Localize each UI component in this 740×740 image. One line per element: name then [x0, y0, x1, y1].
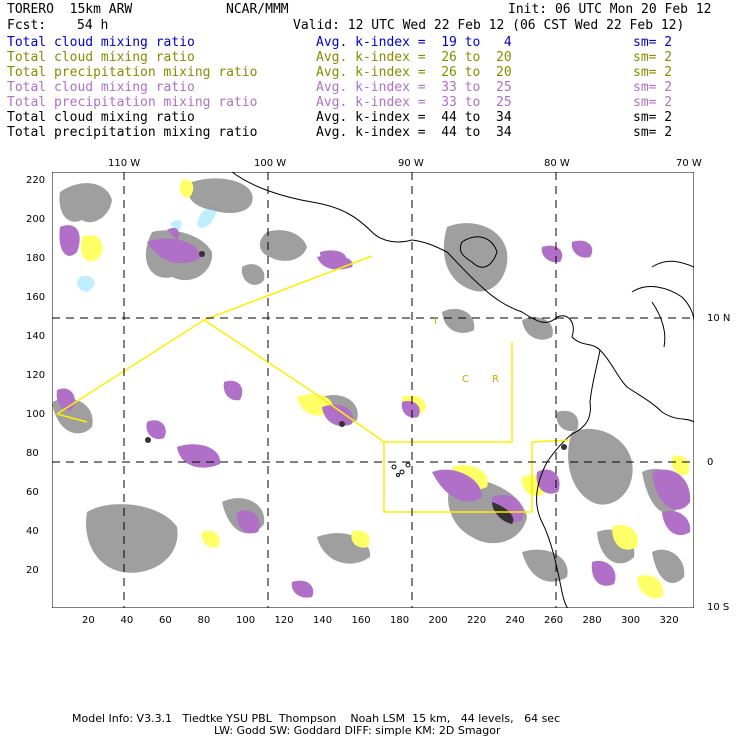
forecast-label: Fcst:: [7, 18, 47, 33]
forecast-hours: 54 h: [77, 18, 109, 33]
legend-kindex: Avg. k-index = 26 to 20: [316, 50, 512, 65]
dark-cores: [145, 251, 567, 524]
legend-smoothing: sm= 2: [633, 80, 673, 95]
y-tick-label: 120: [26, 370, 46, 381]
y-tick-label: 220: [26, 175, 46, 186]
y-tick-label: 80: [26, 448, 39, 459]
legend-kindex: Avg. k-index = 33 to 25: [316, 95, 512, 110]
legend-smoothing: sm= 2: [633, 95, 673, 110]
model-info-line2: LW: Godd SW: Goddard DIFF: simple KM: 2D…: [214, 724, 501, 737]
map-marker-r: R: [492, 374, 499, 385]
legend-kindex: Avg. k-index = 19 to 4: [316, 35, 512, 50]
organization: NCAR/MMM: [226, 2, 289, 17]
y-tick-label: 180: [26, 253, 46, 264]
x-tick-label: 40: [120, 615, 134, 626]
latitude-label: 0: [707, 457, 714, 468]
legend-smoothing: sm= 2: [633, 110, 673, 125]
x-tick-label: 200: [428, 615, 448, 626]
legend-kindex: Avg. k-index = 26 to 20: [316, 65, 512, 80]
legend-kindex: Avg. k-index = 33 to 25: [316, 80, 512, 95]
latitude-label: 10 S: [707, 602, 730, 613]
y-tick-label: 20: [26, 565, 39, 576]
x-tick-label: 180: [390, 615, 410, 626]
longitude-label: 100 W: [254, 158, 287, 169]
domain-boxes: [56, 255, 571, 513]
map-marker-i: I: [434, 316, 437, 327]
valid-time: Valid: 12 UTC Wed 22 Feb 12 (06 CST Wed …: [293, 18, 685, 33]
longitude-label: 110 W: [108, 158, 141, 169]
x-tick-label: 300: [621, 615, 641, 626]
init-time: Init: 06 UTC Mon 20 Feb 12: [508, 2, 712, 17]
model-info-line1: Model Info: V3.3.1 Tiedtke YSU PBL Thomp…: [72, 712, 561, 725]
legend-smoothing: sm= 2: [633, 65, 673, 80]
weather-map: C R I: [52, 172, 694, 608]
x-tick-label: 60: [159, 615, 172, 626]
x-tick-label: 100: [236, 615, 256, 626]
x-tick-label: 160: [351, 615, 371, 626]
x-tick-label: 220: [467, 615, 487, 626]
y-tick-label: 140: [26, 331, 46, 342]
cyan-cloud-layer: [76, 205, 217, 292]
legend-field-name: Total cloud mixing ratio: [7, 80, 195, 95]
x-tick-label: 280: [582, 615, 602, 626]
legend-kindex: Avg. k-index = 44 to 34: [316, 125, 512, 140]
x-tick-label: 320: [659, 615, 679, 626]
legend-row: Total cloud mixing ratio Avg. k-index = 3…: [7, 80, 727, 95]
legend-row: Total cloud mixing ratio Avg. k-index = 1…: [7, 35, 727, 50]
longitude-label: 90 W: [398, 158, 424, 169]
legend-smoothing: sm= 2: [633, 35, 673, 50]
legend-field-name: Total cloud mixing ratio: [7, 110, 195, 125]
legend-field-name: Total precipitation mixing ratio: [7, 125, 258, 140]
y-tick-label: 200: [26, 214, 46, 225]
x-tick-label: 260: [544, 615, 564, 626]
y-tick-label: 100: [26, 409, 46, 420]
legend-field-name: Total cloud mixing ratio: [7, 50, 195, 65]
legend-row: Total cloud mixing ratio Avg. k-index = 4…: [7, 110, 727, 125]
y-tick-label: 160: [26, 292, 46, 303]
legend-smoothing: sm= 2: [633, 50, 673, 65]
model-title: TORERO 15km ARW: [7, 2, 133, 17]
x-tick-label: 80: [197, 615, 211, 626]
y-tick-label: 60: [26, 487, 39, 498]
legend-kindex: Avg. k-index = 44 to 34: [316, 110, 512, 125]
legend-row: Total cloud mixing ratio Avg. k-index = 2…: [7, 50, 727, 65]
legend-row: Total precipitation mixing ratio Avg. k-i…: [7, 65, 727, 80]
y-tick-label: 40: [26, 526, 39, 537]
purple-precip-layer: [56, 225, 691, 598]
map-marker-c: C: [462, 374, 469, 385]
x-tick-label: 120: [274, 615, 294, 626]
legend-field-name: Total cloud mixing ratio: [7, 35, 195, 50]
legend-row: Total precipitation mixing ratio Avg. k-i…: [7, 125, 727, 140]
legend-field-name: Total precipitation mixing ratio: [7, 95, 258, 110]
latitude-label: 10 N: [707, 313, 731, 324]
x-tick-label: 20: [82, 615, 95, 626]
legend-field-name: Total precipitation mixing ratio: [7, 65, 258, 80]
legend-row: Total precipitation mixing ratio Avg. k-i…: [7, 95, 727, 110]
x-tick-label: 240: [505, 615, 525, 626]
lat-lon-grid: [52, 172, 694, 608]
legend-smoothing: sm= 2: [633, 125, 673, 140]
longitude-label: 80 W: [544, 158, 570, 169]
x-tick-label: 140: [313, 615, 333, 626]
longitude-label: 70 W: [676, 158, 702, 169]
coastlines: [231, 172, 694, 608]
